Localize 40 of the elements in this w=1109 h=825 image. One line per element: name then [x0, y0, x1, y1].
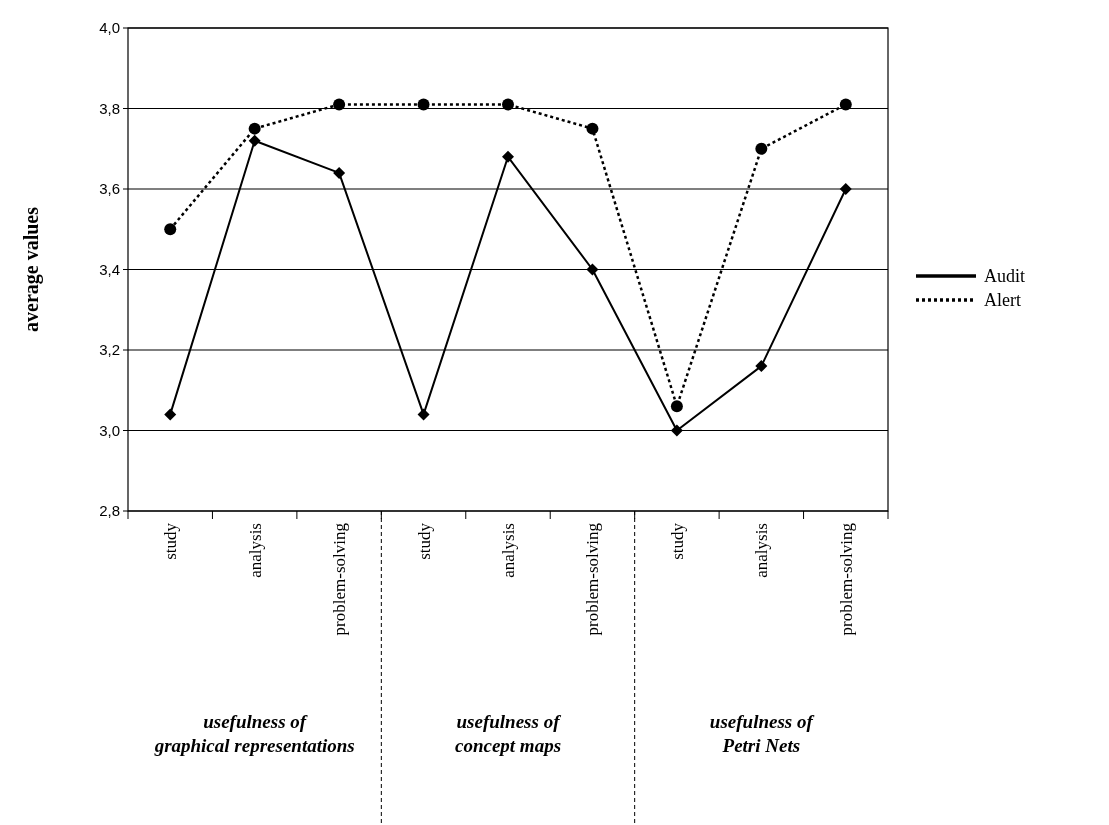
x-tick-label: problem-solving	[836, 522, 856, 636]
point	[417, 408, 430, 421]
y-tick-label: 3,4	[99, 260, 120, 278]
legend-label: Alert	[984, 290, 1021, 311]
point	[164, 223, 177, 236]
text: usefulness of Petri Nets	[709, 711, 815, 756]
point	[586, 263, 599, 276]
point	[839, 183, 852, 195]
point	[333, 98, 346, 111]
x-tick-label: study	[667, 522, 687, 560]
point	[417, 98, 430, 111]
point	[586, 122, 599, 135]
y-tick-label: 3,0	[99, 421, 120, 439]
y-tick-label: 3,2	[99, 341, 120, 359]
y-tick-label: 4,0	[99, 19, 120, 37]
x-tick-label: study	[161, 522, 181, 560]
point	[670, 424, 683, 437]
y-tick-label: 3,6	[99, 180, 120, 198]
x-tick-label: analysis	[752, 523, 772, 578]
y-axis-title: average values	[20, 206, 43, 332]
point	[248, 134, 261, 147]
point	[670, 400, 683, 413]
point	[755, 360, 768, 373]
point	[164, 408, 177, 421]
y-tick-label: 3,8	[99, 99, 120, 117]
text: usefulness of concept maps	[454, 711, 562, 756]
x-tick-label: problem-solving	[583, 522, 603, 636]
y-tick-label: 2,8	[99, 502, 120, 520]
point	[333, 166, 346, 179]
x-tick-label: problem-solving	[330, 522, 350, 636]
x-tick-label: study	[414, 522, 434, 560]
text: usefulness of graphical representations	[153, 711, 355, 756]
x-tick-label: analysis	[499, 523, 518, 578]
point	[248, 122, 261, 135]
legend-label: Audit	[984, 266, 1026, 287]
point	[502, 150, 514, 163]
point	[839, 98, 852, 111]
point	[502, 98, 514, 111]
x-tick-label: analysis	[245, 523, 265, 578]
point	[755, 142, 768, 155]
